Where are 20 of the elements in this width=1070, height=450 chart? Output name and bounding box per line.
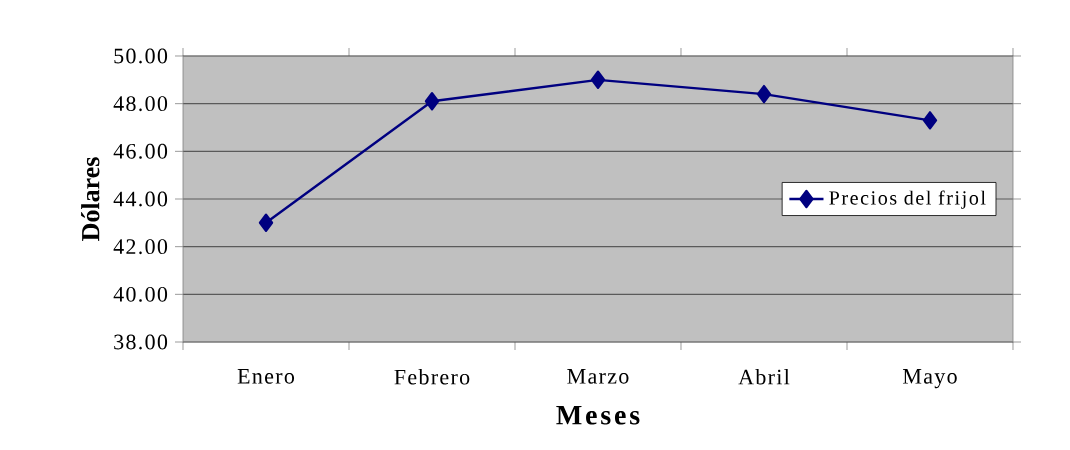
point (258, 213, 274, 233)
point (756, 84, 772, 104)
x-tick-label: Abril (738, 369, 790, 385)
x-axis-title: Meses (556, 405, 640, 425)
point (590, 70, 606, 90)
y-tick-label: 50.00 (114, 48, 168, 64)
y-tick-label: 38.00 (114, 334, 168, 350)
y-tick-label: 44.00 (113, 191, 168, 207)
x-tick-label: Marzo (567, 369, 629, 384)
legend-label: Precios del frijol (829, 190, 986, 209)
y-tick-label: 42.00 (113, 239, 168, 255)
point (922, 111, 938, 130)
y-tick-label: 40.00 (113, 286, 168, 302)
y-tick-label: 48.00 (113, 96, 168, 112)
y-axis-title: Dólares (81, 157, 100, 241)
y-tick-label: 46.00 (113, 143, 168, 159)
x-tick-label: Febrero (394, 369, 470, 385)
point (424, 92, 440, 111)
x-tick-label: Mayo (902, 369, 957, 389)
x-tick-label: Enero (237, 369, 295, 384)
